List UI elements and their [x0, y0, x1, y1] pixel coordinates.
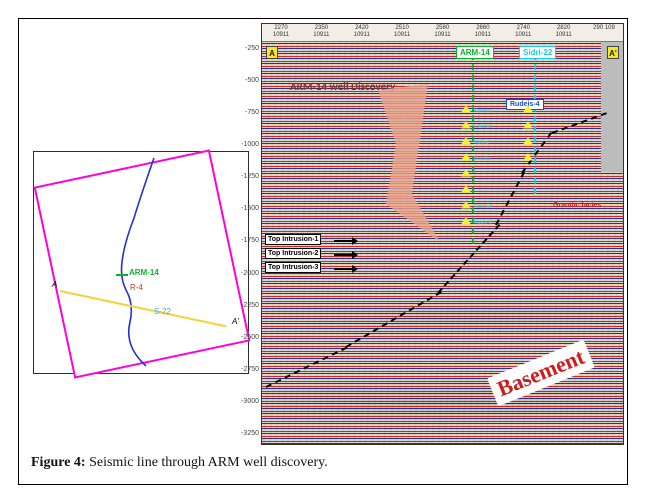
ytick: -1250	[239, 173, 259, 180]
seismic-axis-top: 2270 10911 2350 10911 2420 10911 2510 10…	[262, 24, 623, 42]
xtick: 290 109	[589, 25, 619, 40]
map-river	[34, 152, 250, 375]
map-arm14-tick	[116, 274, 128, 276]
figure-frame: A A' ARM-14 R-4 S-22 -250 -500 -750 -100…	[18, 18, 628, 485]
intrusion-1-box: Top Intrusion-1	[265, 234, 321, 245]
ytick: -1000	[239, 141, 259, 148]
ytick: -1500	[239, 205, 259, 212]
ytick: -250	[239, 45, 259, 52]
figure-caption-text: Seismic line through ARM well discovery.	[89, 455, 328, 470]
map-r4: R-4	[130, 283, 143, 292]
ytick: -750	[239, 109, 259, 116]
ytick: -500	[239, 77, 259, 84]
svg-text:Nubia-A: Nubia-A	[474, 204, 493, 210]
svg-text:Nukhul: Nukhul	[474, 140, 490, 146]
intrusion-1-arrow	[334, 240, 354, 242]
map-A-left: A	[52, 280, 57, 289]
figure-label: Figure 4:	[31, 455, 86, 470]
intrusion-3-box: Top Intrusion-3	[265, 262, 321, 273]
xtick: 2510 10911	[387, 25, 417, 40]
well-label-arm14: ARM-14	[456, 46, 494, 59]
map-arm14: ARM-14	[129, 268, 159, 277]
granitic-facies-label: Granitic facies	[553, 202, 601, 209]
figure-caption: Figure 4: Seismic line through ARM well …	[31, 455, 328, 471]
xtick: 2820 10911	[549, 25, 579, 40]
well-label-sidri22: Sidri-22	[519, 46, 556, 59]
xtick: 2660 10911	[468, 25, 498, 40]
seismic-axis-left: -250 -500 -750 -1000 -1250 -1500 -1750 -…	[237, 41, 261, 441]
xtick: 2740 10911	[508, 25, 538, 40]
svg-text:Nubia-B: Nubia-B	[474, 220, 493, 226]
intrusion-2-arrow	[334, 254, 354, 256]
ytick: -2000	[239, 270, 259, 277]
seismic-grey-zone	[601, 42, 623, 172]
ytick: -2250	[239, 302, 259, 309]
intrusion-2-box: Top Intrusion-2	[265, 248, 321, 259]
svg-text:Matulla: Matulla	[474, 156, 490, 162]
seismic-panel: 2270 10911 2350 10911 2420 10911 2510 10…	[261, 23, 624, 445]
xtick: 2420 10911	[347, 25, 377, 40]
xtick: 2350 10911	[306, 25, 336, 40]
intrusion-3-arrow	[334, 268, 354, 270]
ytick: -3000	[239, 398, 259, 405]
seismic-Aprime-marker: A'	[607, 46, 619, 59]
svg-text:L.Rudeis: L.Rudeis	[474, 124, 494, 130]
horizon-markers: Kareem L.Rudeis Nukhul Matulla Nubia-A Nubi…	[458, 104, 548, 274]
ytick: -3250	[239, 430, 259, 437]
ytick: -1750	[239, 237, 259, 244]
ytick: -2750	[239, 366, 259, 373]
map-s22: S-22	[154, 307, 171, 316]
map-panel: A A' ARM-14 R-4 S-22	[33, 151, 249, 374]
xtick: 2270 10911	[266, 25, 296, 40]
svg-text:Kareem: Kareem	[474, 108, 492, 114]
seismic-A-marker: A	[266, 46, 278, 59]
ytick: -2500	[239, 334, 259, 341]
xtick: 2580 10911	[428, 25, 458, 40]
discovery-arrow	[368, 84, 468, 254]
